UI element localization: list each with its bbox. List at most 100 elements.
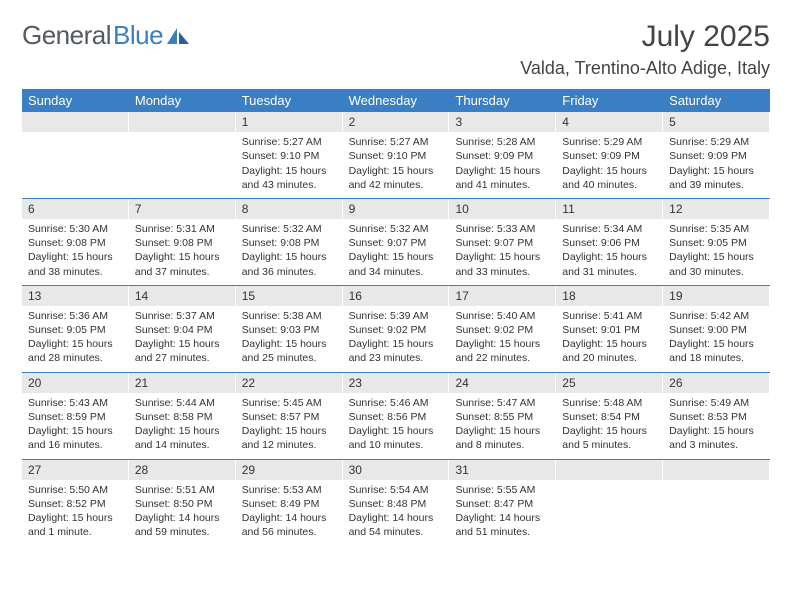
sunset-line: Sunset: 8:52 PM xyxy=(28,497,122,511)
logo: GeneralBlue xyxy=(22,20,189,51)
sunrise-line: Sunrise: 5:38 AM xyxy=(242,309,336,323)
day-body: Sunrise: 5:37 AMSunset: 9:04 PMDaylight:… xyxy=(129,306,235,372)
day-body: Sunrise: 5:35 AMSunset: 9:05 PMDaylight:… xyxy=(663,219,769,285)
sunrise-line: Sunrise: 5:44 AM xyxy=(135,396,229,410)
title-block: July 2025 Valda, Trentino-Alto Adige, It… xyxy=(520,20,770,79)
day-body: Sunrise: 5:32 AMSunset: 9:07 PMDaylight:… xyxy=(343,219,449,285)
day-number: 25 xyxy=(556,373,662,393)
day-body: Sunrise: 5:55 AMSunset: 8:47 PMDaylight:… xyxy=(449,480,555,546)
day-cell: 18Sunrise: 5:41 AMSunset: 9:01 PMDayligh… xyxy=(556,286,663,372)
day-number: 5 xyxy=(663,112,769,132)
daylight-line: Daylight: 15 hours and 31 minutes. xyxy=(562,250,656,278)
day-cell: 12Sunrise: 5:35 AMSunset: 9:05 PMDayligh… xyxy=(663,199,770,285)
daylight-line: Daylight: 15 hours and 12 minutes. xyxy=(242,424,336,452)
week-row: 6Sunrise: 5:30 AMSunset: 9:08 PMDaylight… xyxy=(22,198,770,285)
day-cell: 7Sunrise: 5:31 AMSunset: 9:08 PMDaylight… xyxy=(129,199,236,285)
sunset-line: Sunset: 9:08 PM xyxy=(28,236,122,250)
day-number: 6 xyxy=(22,199,128,219)
day-cell: 9Sunrise: 5:32 AMSunset: 9:07 PMDaylight… xyxy=(343,199,450,285)
sunrise-line: Sunrise: 5:47 AM xyxy=(455,396,549,410)
sunset-line: Sunset: 9:10 PM xyxy=(349,149,443,163)
sunrise-line: Sunrise: 5:42 AM xyxy=(669,309,763,323)
day-number: 1 xyxy=(236,112,342,132)
sunrise-line: Sunrise: 5:39 AM xyxy=(349,309,443,323)
day-number: 19 xyxy=(663,286,769,306)
sunset-line: Sunset: 8:48 PM xyxy=(349,497,443,511)
daylight-line: Daylight: 15 hours and 34 minutes. xyxy=(349,250,443,278)
sunrise-line: Sunrise: 5:54 AM xyxy=(349,483,443,497)
day-cell: 25Sunrise: 5:48 AMSunset: 8:54 PMDayligh… xyxy=(556,373,663,459)
daylight-line: Daylight: 15 hours and 18 minutes. xyxy=(669,337,763,365)
daylight-line: Daylight: 15 hours and 38 minutes. xyxy=(28,250,122,278)
sunrise-line: Sunrise: 5:41 AM xyxy=(562,309,656,323)
sunrise-line: Sunrise: 5:34 AM xyxy=(562,222,656,236)
day-number: 3 xyxy=(449,112,555,132)
day-body: Sunrise: 5:40 AMSunset: 9:02 PMDaylight:… xyxy=(449,306,555,372)
sunrise-line: Sunrise: 5:29 AM xyxy=(669,135,763,149)
daylight-line: Daylight: 14 hours and 51 minutes. xyxy=(455,511,549,539)
day-cell: 31Sunrise: 5:55 AMSunset: 8:47 PMDayligh… xyxy=(449,460,556,546)
sunset-line: Sunset: 9:02 PM xyxy=(455,323,549,337)
day-body: Sunrise: 5:27 AMSunset: 9:10 PMDaylight:… xyxy=(236,132,342,198)
daylight-line: Daylight: 15 hours and 42 minutes. xyxy=(349,164,443,192)
location: Valda, Trentino-Alto Adige, Italy xyxy=(520,58,770,79)
day-cell: 27Sunrise: 5:50 AMSunset: 8:52 PMDayligh… xyxy=(22,460,129,546)
day-body: Sunrise: 5:41 AMSunset: 9:01 PMDaylight:… xyxy=(556,306,662,372)
day-body: Sunrise: 5:27 AMSunset: 9:10 PMDaylight:… xyxy=(343,132,449,198)
day-body: Sunrise: 5:34 AMSunset: 9:06 PMDaylight:… xyxy=(556,219,662,285)
daylight-line: Daylight: 15 hours and 37 minutes. xyxy=(135,250,229,278)
daylight-line: Daylight: 14 hours and 54 minutes. xyxy=(349,511,443,539)
day-number: 10 xyxy=(449,199,555,219)
day-cell: 4Sunrise: 5:29 AMSunset: 9:09 PMDaylight… xyxy=(556,112,663,198)
dayhead-monday: Monday xyxy=(129,89,236,112)
day-cell: 26Sunrise: 5:49 AMSunset: 8:53 PMDayligh… xyxy=(663,373,770,459)
sunset-line: Sunset: 8:55 PM xyxy=(455,410,549,424)
sunrise-line: Sunrise: 5:27 AM xyxy=(349,135,443,149)
day-cell: 2Sunrise: 5:27 AMSunset: 9:10 PMDaylight… xyxy=(343,112,450,198)
day-cell: 5Sunrise: 5:29 AMSunset: 9:09 PMDaylight… xyxy=(663,112,770,198)
daylight-line: Daylight: 15 hours and 25 minutes. xyxy=(242,337,336,365)
day-cell xyxy=(129,112,236,198)
sunrise-line: Sunrise: 5:51 AM xyxy=(135,483,229,497)
day-body: Sunrise: 5:48 AMSunset: 8:54 PMDaylight:… xyxy=(556,393,662,459)
sunset-line: Sunset: 9:01 PM xyxy=(562,323,656,337)
day-body: Sunrise: 5:42 AMSunset: 9:00 PMDaylight:… xyxy=(663,306,769,372)
sunrise-line: Sunrise: 5:55 AM xyxy=(455,483,549,497)
sunset-line: Sunset: 9:02 PM xyxy=(349,323,443,337)
day-body: Sunrise: 5:53 AMSunset: 8:49 PMDaylight:… xyxy=(236,480,342,546)
sunrise-line: Sunrise: 5:31 AM xyxy=(135,222,229,236)
day-number: 13 xyxy=(22,286,128,306)
daylight-line: Daylight: 14 hours and 59 minutes. xyxy=(135,511,229,539)
day-cell: 28Sunrise: 5:51 AMSunset: 8:50 PMDayligh… xyxy=(129,460,236,546)
day-number xyxy=(129,112,235,132)
sunrise-line: Sunrise: 5:35 AM xyxy=(669,222,763,236)
day-number: 20 xyxy=(22,373,128,393)
day-number: 4 xyxy=(556,112,662,132)
sunset-line: Sunset: 9:07 PM xyxy=(349,236,443,250)
day-number: 23 xyxy=(343,373,449,393)
daylight-line: Daylight: 15 hours and 3 minutes. xyxy=(669,424,763,452)
day-number: 8 xyxy=(236,199,342,219)
sunrise-line: Sunrise: 5:27 AM xyxy=(242,135,336,149)
daylight-line: Daylight: 15 hours and 8 minutes. xyxy=(455,424,549,452)
sunset-line: Sunset: 8:57 PM xyxy=(242,410,336,424)
sunrise-line: Sunrise: 5:45 AM xyxy=(242,396,336,410)
day-number: 28 xyxy=(129,460,235,480)
day-number: 9 xyxy=(343,199,449,219)
sunset-line: Sunset: 9:05 PM xyxy=(669,236,763,250)
day-number xyxy=(556,460,662,480)
daylight-line: Daylight: 15 hours and 30 minutes. xyxy=(669,250,763,278)
sunrise-line: Sunrise: 5:36 AM xyxy=(28,309,122,323)
day-cell: 3Sunrise: 5:28 AMSunset: 9:09 PMDaylight… xyxy=(449,112,556,198)
day-body: Sunrise: 5:28 AMSunset: 9:09 PMDaylight:… xyxy=(449,132,555,198)
day-cell: 6 Sunrise: 5:30 AMSunset: 9:08 PMDaylight… xyxy=(22,199,129,285)
sunset-line: Sunset: 8:56 PM xyxy=(349,410,443,424)
dayhead-tuesday: Tuesday xyxy=(236,89,343,112)
day-number: 21 xyxy=(129,373,235,393)
day-number: 17 xyxy=(449,286,555,306)
sunrise-line: Sunrise: 5:30 AM xyxy=(28,222,122,236)
sunset-line: Sunset: 8:58 PM xyxy=(135,410,229,424)
day-cell: 29Sunrise: 5:53 AMSunset: 8:49 PMDayligh… xyxy=(236,460,343,546)
sunset-line: Sunset: 9:10 PM xyxy=(242,149,336,163)
day-number: 22 xyxy=(236,373,342,393)
